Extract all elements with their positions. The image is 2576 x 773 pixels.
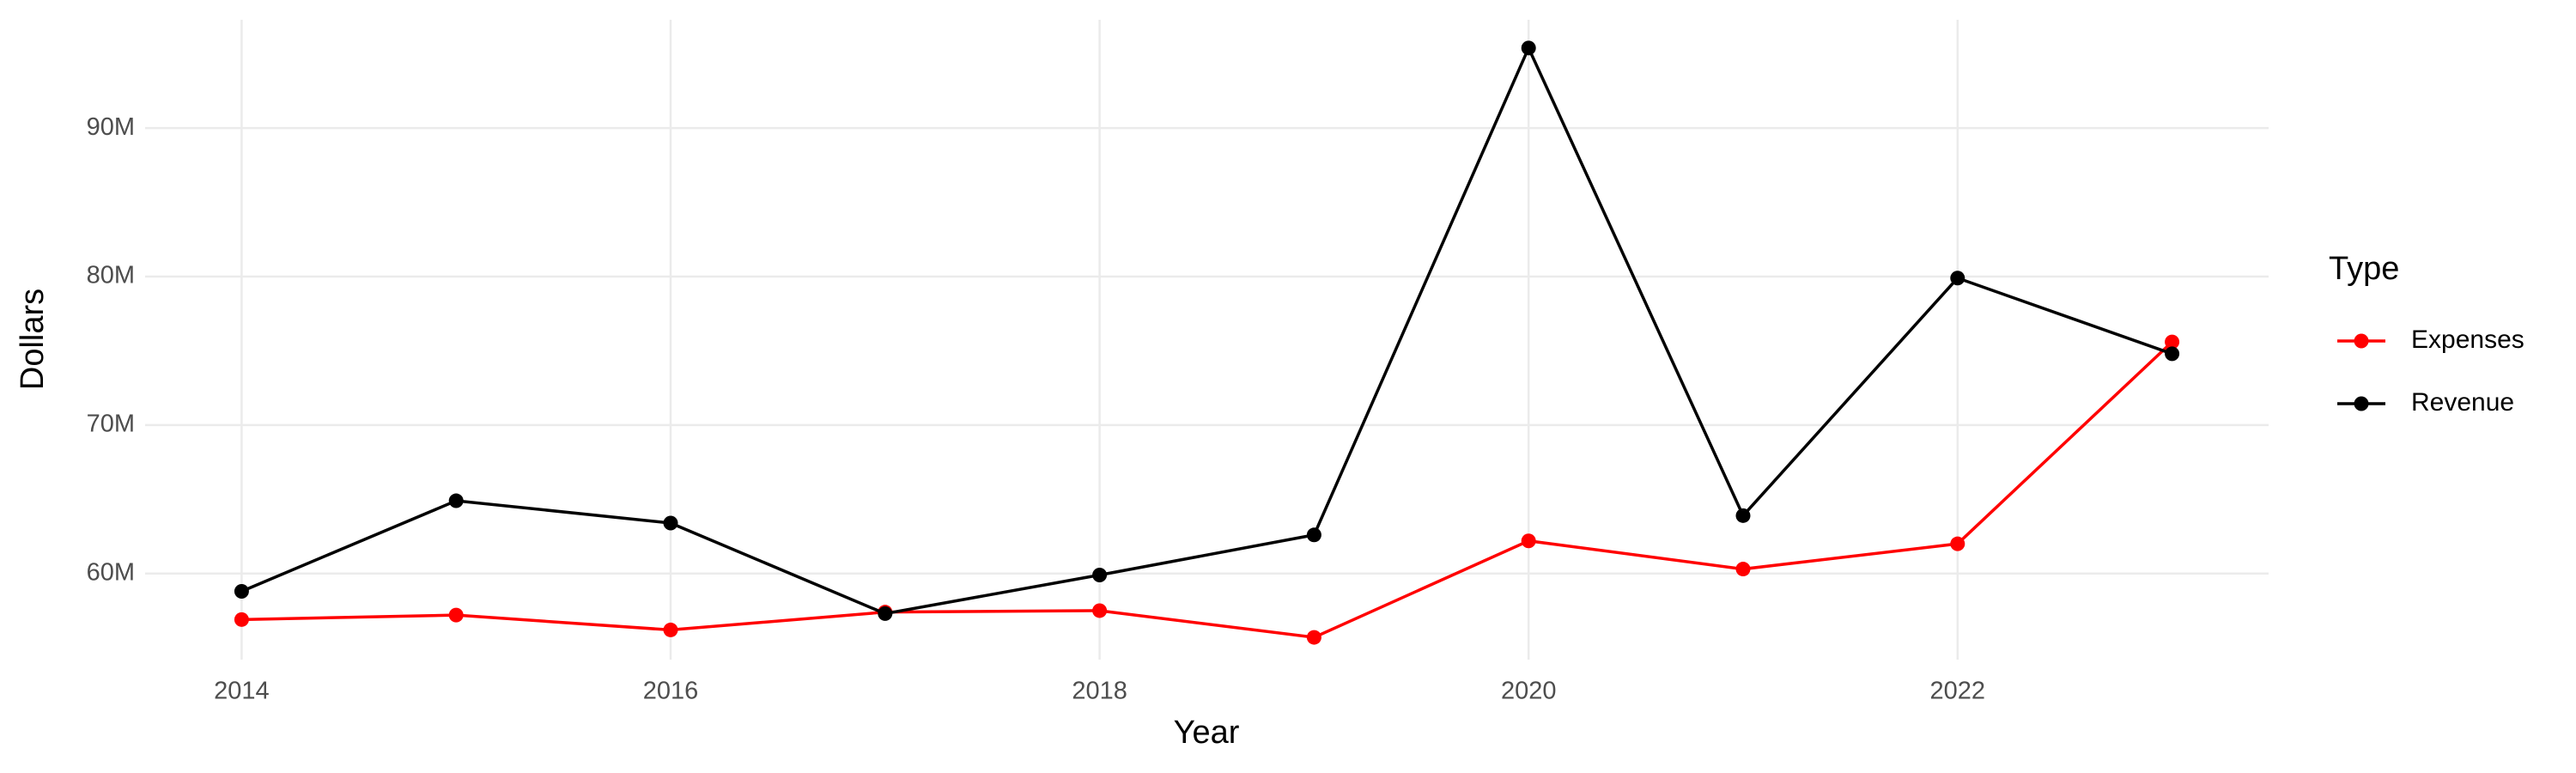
data-point — [234, 583, 249, 599]
legend-label: Expenses — [2411, 326, 2524, 354]
series-line — [240, 44, 2173, 616]
data-point — [448, 607, 464, 623]
data-point — [2165, 346, 2180, 362]
x-tick-label: 2018 — [1072, 678, 1127, 705]
x-tick-label: 2016 — [643, 678, 699, 705]
x-tick-label: 2020 — [1501, 678, 1557, 705]
data-point — [663, 515, 678, 531]
data-point — [234, 612, 249, 627]
data-point — [1735, 562, 1751, 577]
data-point — [1735, 508, 1751, 523]
data-point — [878, 606, 893, 621]
data-point — [448, 493, 464, 508]
legend-title: Type — [2329, 251, 2399, 287]
series-line — [241, 340, 2173, 639]
data-point — [1521, 40, 1536, 56]
data-point — [1092, 603, 1108, 618]
data-point — [1521, 533, 1536, 549]
y-tick-label: 60M — [87, 558, 135, 586]
x-tick-label: 2014 — [214, 678, 270, 705]
data-point — [1306, 630, 1321, 645]
x-tick-label: 2022 — [1930, 678, 1986, 705]
y-tick-label: 80M — [87, 262, 135, 289]
data-point — [1950, 271, 1965, 286]
data-point — [663, 622, 678, 637]
data-point — [1306, 527, 1321, 543]
y-tick-label: 70M — [87, 411, 135, 438]
legend-label: Revenue — [2411, 388, 2514, 417]
data-point — [1092, 567, 1108, 582]
y-axis-title: Dollars — [15, 289, 51, 390]
y-tick-label: 90M — [87, 113, 135, 141]
data-point — [1950, 536, 1965, 551]
x-axis-title: Year — [1174, 715, 1240, 751]
data-point — [2165, 334, 2180, 350]
legend-key-point — [2354, 333, 2369, 349]
legend-key-point — [2354, 396, 2369, 411]
